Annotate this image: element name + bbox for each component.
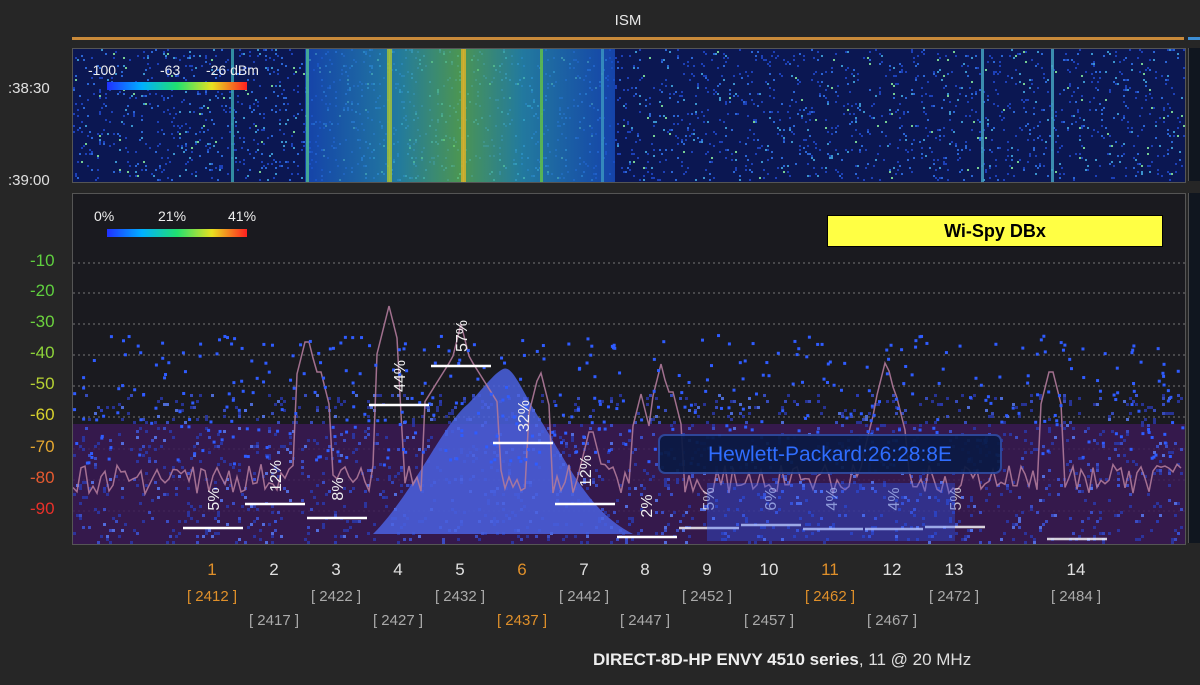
band-header: ISM	[72, 8, 1184, 40]
channel-frequency: [ 2442 ]	[558, 588, 610, 605]
channel-utilization-label: 12%	[268, 460, 285, 492]
utilization-colorbar-labels: 0% 21% 41%	[94, 208, 274, 226]
channel-number[interactable]: 6	[517, 560, 527, 579]
y-axis-tick: -80	[30, 468, 55, 487]
channel-utilization-label: 44%	[392, 360, 409, 392]
selected-network-info: DIRECT-8D-HP ENVY 4510 series, 11 @ 20 M…	[593, 650, 971, 670]
band-label: ISM	[614, 12, 642, 29]
channel-frequency: [ 2417 ]	[248, 612, 300, 629]
band-range-line-secondary	[1188, 37, 1200, 40]
channel-frequency: [ 2427 ]	[372, 612, 424, 629]
colorbar-min-label: 0%	[94, 208, 115, 224]
device-badge: Wi-Spy DBx	[827, 215, 1163, 247]
channel-frequency: [ 2447 ]	[619, 612, 671, 629]
colorbar-min-label: -100	[88, 62, 117, 78]
waterfall-heatmap	[73, 49, 1185, 182]
channel-utilization-label: 6%	[763, 487, 780, 510]
channel-number[interactable]: 9	[702, 560, 712, 579]
spectrum-side-frame	[1188, 193, 1200, 543]
channel-number[interactable]: 2	[269, 560, 279, 579]
waterfall-view[interactable]	[72, 48, 1186, 183]
channel-number[interactable]: 7	[579, 560, 589, 579]
network-highlight-label: Hewlett-Packard:26:28:8E	[708, 443, 952, 466]
channel-frequency: [ 2452 ]	[681, 588, 733, 605]
colorbar-max-label: 41%	[228, 208, 257, 224]
channel-number[interactable]: 4	[393, 560, 403, 579]
waterfall-colorbar	[107, 82, 247, 90]
channel-number[interactable]: 3	[331, 560, 341, 579]
y-axis-tick: -50	[30, 374, 55, 393]
channel-number[interactable]: 8	[640, 560, 650, 579]
waterfall-time-label: :38:30	[8, 80, 50, 97]
channel-utilization-label: 57%	[454, 320, 471, 352]
spectrum-plot: 5% 12% 8% 44% 57% 32% 12% 2% 5% 6% 4% 4% 5% Hewlett-P…	[73, 262, 1185, 544]
channel-number[interactable]: 14	[1066, 560, 1086, 579]
colorbar-mid-label: 21%	[158, 208, 187, 224]
channel-frequency: [ 2462 ]	[804, 588, 856, 605]
channel-frequency: [ 2422 ]	[310, 588, 362, 605]
channel-utilization-label: 32%	[516, 400, 533, 432]
channel-number[interactable]: 12	[882, 560, 902, 579]
channel-frequency: [ 2472 ]	[928, 588, 980, 605]
selected-network-detail: , 11 @ 20 MHz	[858, 650, 972, 669]
channel-number[interactable]: 10	[759, 560, 779, 579]
y-axis-tick: -90	[30, 499, 55, 518]
channel-frequency: [ 2412 ]	[186, 588, 238, 605]
channel-utilization-label: 5%	[948, 487, 965, 510]
channel-frequency: [ 2467 ]	[866, 612, 918, 629]
y-axis-tick: -10	[30, 251, 55, 270]
channel-utilization-label: 4%	[824, 487, 841, 510]
y-axis-tick: -20	[30, 281, 55, 300]
band-range-line	[72, 37, 1184, 40]
waterfall-time-label: :39:00	[8, 172, 50, 189]
waterfall-colorbar-labels: -100 -63 -26 dBm	[88, 62, 308, 80]
channel-utilization-label: 12%	[578, 455, 595, 487]
channel-utilization-label: 5%	[701, 487, 718, 510]
utilization-colorbar	[107, 229, 247, 237]
selected-network-name: DIRECT-8D-HP ENVY 4510 series	[593, 650, 859, 669]
channel-utilization-label: 5%	[206, 487, 223, 510]
y-axis-tick: -30	[30, 312, 55, 331]
channel-utilization-label: 2%	[639, 494, 656, 517]
channel-number[interactable]: 5	[455, 560, 465, 579]
channel-frequency: [ 2484 ]	[1050, 588, 1102, 605]
channel-utilization-label: 4%	[886, 487, 903, 510]
channel-number[interactable]: 11	[821, 560, 839, 579]
y-axis-tick: -60	[30, 405, 55, 424]
colorbar-max-label: -26 dBm	[206, 62, 259, 78]
network-highlight: Hewlett-Packard:26:28:8E	[658, 434, 1002, 474]
channel-utilization-label: 8%	[330, 477, 347, 500]
waterfall-side-frame	[1188, 48, 1200, 181]
y-axis-tick: -70	[30, 437, 55, 456]
spectrum-view[interactable]: 5% 12% 8% 44% 57% 32% 12% 2% 5% 6% 4% 4% 5% Hewlett-P…	[72, 193, 1186, 545]
channel-number[interactable]: 1	[207, 560, 217, 579]
colorbar-mid-label: -63	[160, 62, 181, 78]
channel-frequency: [ 2437 ]	[496, 612, 548, 629]
channel-number[interactable]: 13	[944, 560, 964, 579]
channel-frequency: [ 2432 ]	[434, 588, 486, 605]
y-axis-tick: -40	[30, 343, 55, 362]
channel-frequency: [ 2457 ]	[743, 612, 795, 629]
